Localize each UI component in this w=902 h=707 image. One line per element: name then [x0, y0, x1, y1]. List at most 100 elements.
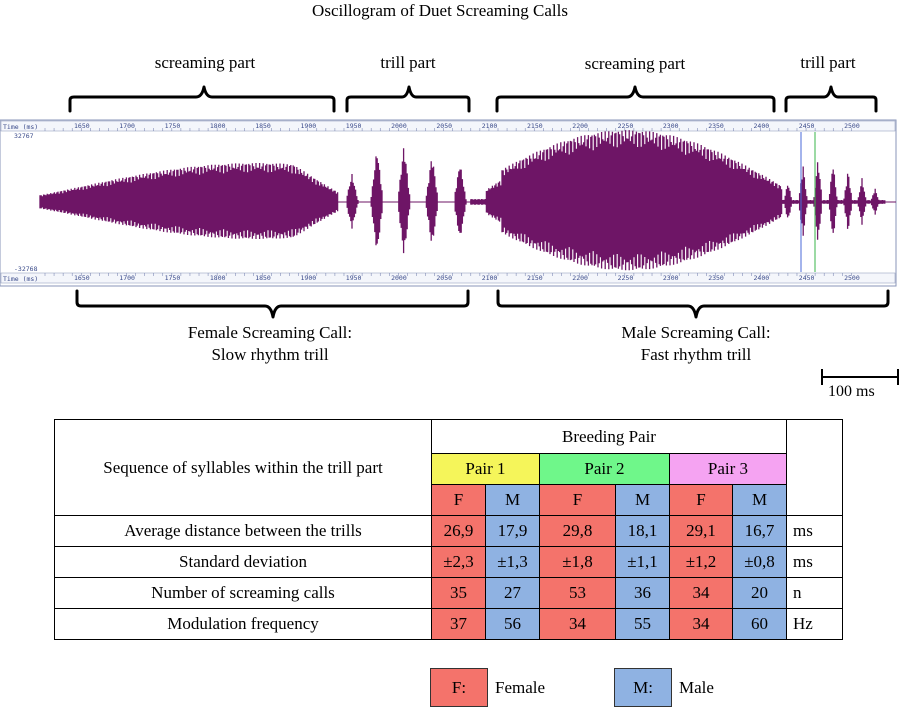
time-tick-label: 2200 [572, 122, 588, 130]
cell-value: 36 [615, 577, 670, 609]
cell-unit: ms [786, 515, 843, 547]
time-tick-label: 2100 [482, 274, 498, 282]
table-row: Average distance between the trills 26,9… [54, 515, 843, 547]
time-tick-label: 2300 [663, 274, 679, 282]
table-row: Number of screaming calls 35 27 53 36 34… [54, 577, 843, 609]
time-axis-ticks [44, 128, 852, 276]
female-call-label: Female Screaming Call: Slow rhythm trill [160, 322, 380, 366]
time-tick-label: 1900 [301, 274, 317, 282]
cell-unit: ms [786, 546, 843, 578]
cell-value: 56 [485, 608, 540, 640]
time-tick-label: 2500 [844, 274, 860, 282]
cell-unit: Hz [786, 608, 843, 640]
waveform [39, 130, 886, 271]
legend-female-label: Female [495, 678, 546, 697]
time-tick-label: 1750 [165, 274, 181, 282]
cell-value: 34 [539, 608, 616, 640]
time-tick-label: 2450 [799, 122, 815, 130]
time-axis-label-top: Time (ms) [3, 123, 38, 131]
male-call-label: Male Screaming Call: Fast rhythm trill [586, 322, 806, 366]
time-tick-label: 2000 [391, 122, 407, 130]
scale-bar-label: 100 ms [828, 383, 875, 400]
trill-statistics-table: Sequence of syllables within the trill p… [54, 419, 843, 640]
time-tick-label: 1950 [346, 274, 362, 282]
time-tick-label: 1950 [346, 122, 362, 130]
time-tick-label: 1700 [119, 122, 135, 130]
sex-header-m: M [732, 484, 787, 516]
segment-label-trill-male: trill part [800, 53, 856, 72]
figure-title: Oscillogram of Duet Screaming Calls [312, 1, 568, 20]
time-tick-label: 2400 [754, 274, 770, 282]
oscillogram: 1650 1700 1750 1800 1850 1900 1950 2000 2050 2100… [0, 119, 897, 287]
time-tick-label: 2450 [799, 274, 815, 282]
pair-2-header: Pair 2 [539, 453, 670, 485]
time-tick-label: 1650 [74, 122, 90, 130]
pair-3-header: Pair 3 [669, 453, 787, 485]
brace-screaming-female [68, 85, 336, 113]
legend-male-label: Male [679, 678, 714, 697]
cell-value: 27 [485, 577, 540, 609]
cell-value: ±1,1 [615, 546, 670, 578]
time-tick-label: 2250 [618, 122, 634, 130]
cell-value: ±2,3 [431, 546, 486, 578]
segment-label-screaming-male: screaming part [584, 54, 686, 73]
cell-value: 26,9 [431, 515, 486, 547]
cell-value: ±1,2 [669, 546, 733, 578]
table-header-sequence: Sequence of syllables within the trill p… [54, 419, 432, 516]
sex-header-m: M [485, 484, 540, 516]
waveform-trace [39, 130, 886, 271]
time-tick-label: 2050 [436, 274, 452, 282]
time-tick-label: 2350 [708, 122, 724, 130]
sex-header-f: F [539, 484, 616, 516]
cell-value: ±0,8 [732, 546, 787, 578]
time-tick-label: 2300 [663, 122, 679, 130]
brace-trill-female [345, 85, 471, 113]
cell-value: 35 [431, 577, 486, 609]
cell-value: 60 [732, 608, 787, 640]
time-tick-label: 1900 [301, 122, 317, 130]
time-axis-labels-bottom: 1650 1700 1750 1800 1850 1900 1950 2000 2050 2100… [74, 274, 860, 282]
time-tick-label: 1850 [255, 274, 271, 282]
table-header-breeding-pair: Breeding Pair [431, 419, 787, 454]
row-label: Average distance between the trills [54, 515, 432, 547]
brace-male-call [496, 289, 890, 319]
time-tick-label: 1650 [74, 274, 90, 282]
segment-label-screaming-female: screaming part [154, 53, 256, 72]
time-tick-label: 2150 [527, 122, 543, 130]
brace-trill-male [784, 85, 878, 113]
time-tick-label: 2000 [391, 274, 407, 282]
cell-value: 29,1 [669, 515, 733, 547]
time-tick-label: 2200 [572, 274, 588, 282]
pair-1-header: Pair 1 [431, 453, 540, 485]
sex-header-m: M [615, 484, 670, 516]
time-axis-labels-top: 1650 1700 1750 1800 1850 1900 1950 2000 2050 2100… [74, 122, 860, 130]
female-call-subtitle: Slow rhythm trill [211, 345, 329, 364]
row-label: Modulation frequency [54, 608, 432, 640]
brace-screaming-male [495, 85, 776, 113]
cell-value: ±1,3 [485, 546, 540, 578]
cell-value: ±1,8 [539, 546, 616, 578]
segment-label-trill-female: trill part [380, 53, 436, 72]
time-tick-label: 1700 [119, 274, 135, 282]
cell-value: 29,8 [539, 515, 616, 547]
table-row: Modulation frequency 37 56 34 55 34 60 H… [54, 608, 843, 640]
cell-value: 16,7 [732, 515, 787, 547]
time-tick-label: 2100 [482, 122, 498, 130]
time-tick-label: 1800 [210, 274, 226, 282]
legend-female-swatch: F: [430, 668, 488, 707]
time-tick-label: 1800 [210, 122, 226, 130]
time-tick-label: 2500 [844, 122, 860, 130]
cell-value: 18,1 [615, 515, 670, 547]
cell-unit: n [786, 577, 843, 609]
sex-header-f: F [669, 484, 733, 516]
legend-male-swatch: M: [614, 668, 672, 707]
brace-female-call [75, 289, 470, 319]
cell-value: 55 [615, 608, 670, 640]
cell-value: 34 [669, 608, 733, 640]
time-tick-label: 2150 [527, 274, 543, 282]
cell-value: 53 [539, 577, 616, 609]
row-label: Standard deviation [54, 546, 432, 578]
male-call-title: Male Screaming Call: [621, 323, 771, 342]
cell-value: 20 [732, 577, 787, 609]
female-call-title: Female Screaming Call: [187, 323, 353, 342]
